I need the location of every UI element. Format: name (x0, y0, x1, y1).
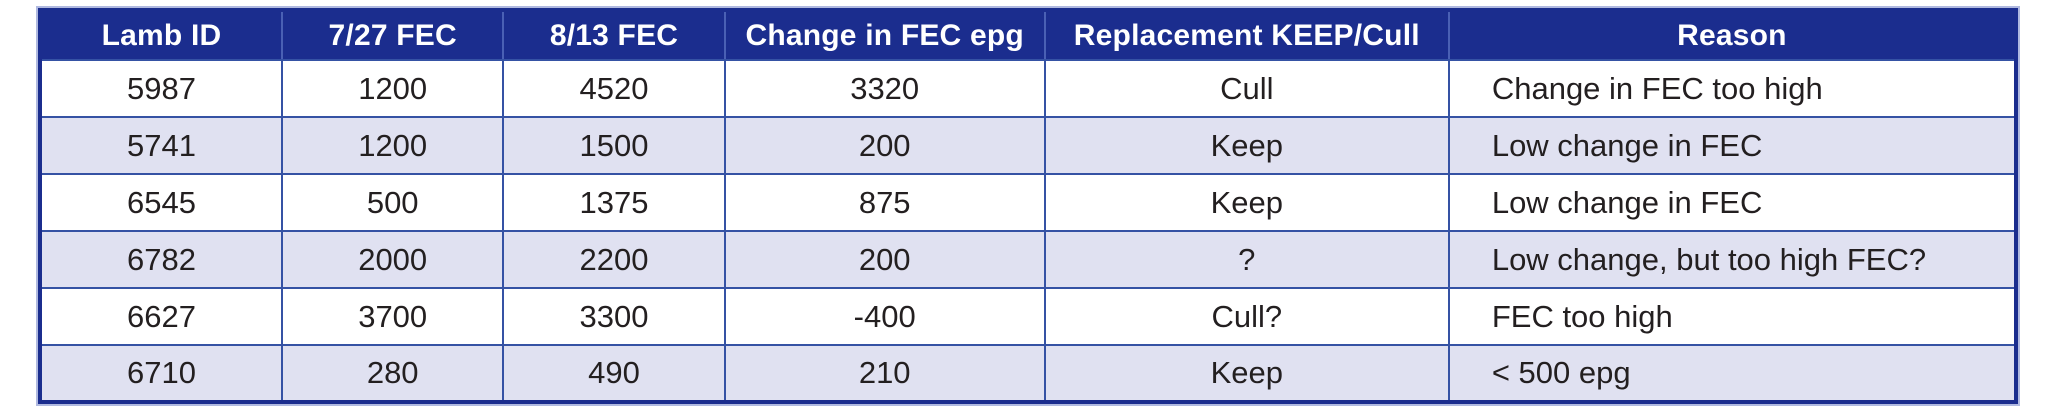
cell-727-fec: 2000 (281, 230, 505, 289)
cell-change-fec: 200 (723, 230, 1046, 289)
cell-reason: Low change, but too high FEC? (1447, 230, 2018, 289)
cell-lamb-id: 6545 (38, 173, 284, 232)
cell-keep-cull: Keep (1043, 173, 1450, 232)
table-row: 5741 1200 1500 200 Keep Low change in FE… (38, 116, 2018, 175)
cell-727-fec: 1200 (281, 116, 505, 175)
cell-lamb-id: 6627 (38, 287, 284, 346)
table-row: 6710 280 490 210 Keep < 500 epg (38, 344, 2018, 403)
column-header-727-fec: 7/27 FEC (281, 10, 505, 61)
cell-reason: Low change in FEC (1447, 173, 2018, 232)
cell-727-fec: 280 (281, 344, 505, 403)
cell-727-fec: 3700 (281, 287, 505, 346)
table-row: 6782 2000 2200 200 ? Low change, but too… (38, 230, 2018, 289)
column-header-lamb-id: Lamb ID (40, 10, 284, 61)
cell-keep-cull: Cull (1043, 59, 1450, 118)
cell-813-fec: 4520 (502, 59, 726, 118)
table-row: 6627 3700 3300 -400 Cull? FEC too high (38, 287, 2018, 346)
table-row: 5987 1200 4520 3320 Cull Change in FEC t… (38, 59, 2018, 118)
cell-change-fec: 200 (723, 116, 1046, 175)
cell-reason: Change in FEC too high (1447, 59, 2018, 118)
cell-reason: FEC too high (1447, 287, 2018, 346)
cell-lamb-id: 6782 (38, 230, 284, 289)
cell-813-fec: 490 (502, 344, 726, 403)
table-body: 5987 1200 4520 3320 Cull Change in FEC t… (38, 59, 2018, 403)
column-header-change-fec: Change in FEC epg (723, 10, 1046, 61)
cell-keep-cull: Keep (1043, 344, 1450, 403)
cell-change-fec: 875 (723, 173, 1046, 232)
cell-813-fec: 1375 (502, 173, 726, 232)
cell-change-fec: 3320 (723, 59, 1046, 118)
cell-change-fec: 210 (723, 344, 1046, 403)
cell-813-fec: 1500 (502, 116, 726, 175)
column-header-reason: Reason (1447, 10, 2016, 61)
fec-culling-table: Lamb ID 7/27 FEC 8/13 FEC Change in FEC … (38, 8, 2018, 404)
cell-813-fec: 2200 (502, 230, 726, 289)
column-header-keep-cull: Replacement KEEP/Cull (1043, 10, 1450, 61)
cell-lamb-id: 6710 (38, 344, 284, 403)
cell-keep-cull: ? (1043, 230, 1450, 289)
cell-813-fec: 3300 (502, 287, 726, 346)
cell-727-fec: 1200 (281, 59, 505, 118)
cell-reason: Low change in FEC (1447, 116, 2018, 175)
cell-reason: < 500 epg (1447, 344, 2018, 403)
cell-727-fec: 500 (281, 173, 505, 232)
cell-lamb-id: 5987 (38, 59, 284, 118)
cell-lamb-id: 5741 (38, 116, 284, 175)
cell-keep-cull: Keep (1043, 116, 1450, 175)
table-row: 6545 500 1375 875 Keep Low change in FEC (38, 173, 2018, 232)
cell-keep-cull: Cull? (1043, 287, 1450, 346)
column-header-813-fec: 8/13 FEC (502, 10, 726, 61)
header-row: Lamb ID 7/27 FEC 8/13 FEC Change in FEC … (40, 10, 2016, 61)
table-header: Lamb ID 7/27 FEC 8/13 FEC Change in FEC … (40, 10, 2016, 61)
cell-change-fec: -400 (723, 287, 1046, 346)
